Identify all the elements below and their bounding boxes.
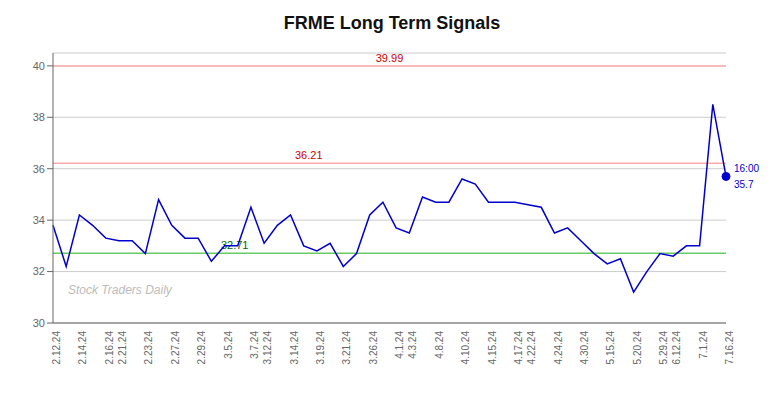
svg-text:2.16.24: 2.16.24 (104, 331, 115, 365)
svg-text:30: 30 (33, 317, 45, 329)
svg-text:5.20.24: 5.20.24 (632, 331, 643, 365)
svg-text:7.1.24: 7.1.24 (698, 331, 709, 359)
svg-text:6.12.24: 6.12.24 (671, 331, 682, 365)
svg-text:7.16.24: 7.16.24 (724, 331, 735, 365)
svg-text:4.15.24: 4.15.24 (487, 331, 498, 365)
svg-text:36.21: 36.21 (295, 149, 323, 161)
svg-text:5.15.24: 5.15.24 (605, 331, 616, 365)
svg-text:2.12.24: 2.12.24 (51, 331, 62, 365)
svg-text:34: 34 (33, 214, 45, 226)
svg-text:3.19.24: 3.19.24 (315, 331, 326, 365)
svg-text:4.8.24: 4.8.24 (434, 331, 445, 359)
svg-text:35.7: 35.7 (734, 179, 754, 190)
svg-text:36: 36 (33, 163, 45, 175)
svg-text:4.24.24: 4.24.24 (553, 331, 564, 365)
svg-text:4.3.24: 4.3.24 (407, 331, 418, 359)
svg-text:4.30.24: 4.30.24 (579, 331, 590, 365)
svg-text:16:00: 16:00 (734, 163, 759, 174)
svg-text:3.26.24: 3.26.24 (368, 331, 379, 365)
svg-text:32: 32 (33, 265, 45, 277)
svg-text:2.14.24: 2.14.24 (77, 331, 88, 365)
html-text:Stock Traders Daily: Stock Traders Daily (68, 283, 172, 297)
svg-text:32.71: 32.71 (220, 239, 249, 252)
svg-text:5.29.24: 5.29.24 (658, 331, 669, 365)
svg-text:2.27.24: 2.27.24 (170, 331, 181, 365)
html-text:FRME Long Term Signals: FRME Long Term Signals (283, 13, 501, 33)
svg-text:4.10.24: 4.10.24 (460, 331, 471, 365)
svg-text:3.21.24: 3.21.24 (341, 331, 352, 365)
svg-text:3.7.24: 3.7.24 (249, 331, 260, 359)
svg-text:2.29.24: 2.29.24 (196, 331, 207, 365)
svg-text:39.99: 39.99 (376, 52, 404, 64)
svg-text:3.12.24: 3.12.24 (262, 331, 273, 365)
svg-text:2.23.24: 2.23.24 (143, 331, 154, 365)
svg-text:3.14.24: 3.14.24 (289, 331, 300, 365)
svg-text:38: 38 (33, 111, 45, 123)
svg-text:4.22.24: 4.22.24 (526, 331, 537, 365)
svg-text:40: 40 (33, 60, 45, 72)
svg-text:3.5.24: 3.5.24 (223, 331, 234, 359)
svg-text:4.1.24: 4.1.24 (394, 331, 405, 359)
svg-text:4.17.24: 4.17.24 (513, 331, 524, 365)
svg-text:2.21.24: 2.21.24 (117, 331, 128, 365)
